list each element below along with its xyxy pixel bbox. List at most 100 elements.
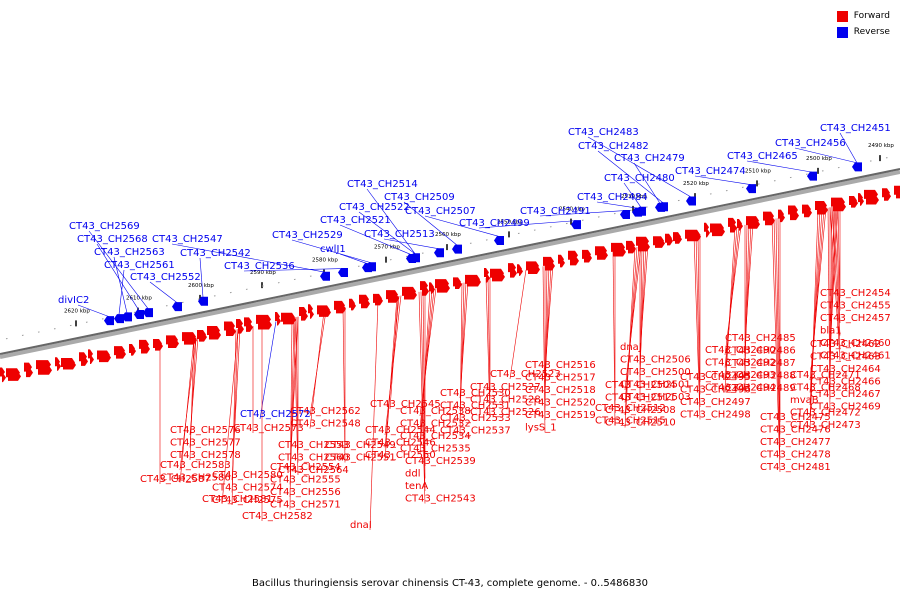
reverse-gene[interactable] <box>134 309 144 319</box>
gene-label[interactable]: CT43_CH2508 <box>605 405 676 416</box>
gene-label[interactable]: CT43_CH2578 <box>170 450 241 461</box>
forward-gene[interactable] <box>570 256 579 266</box>
gene-label[interactable]: CT43_CH2498 <box>680 410 751 421</box>
gene-label[interactable]: CT43_CH2564 <box>278 465 349 476</box>
reverse-gene[interactable] <box>143 308 153 318</box>
forward-gene[interactable] <box>484 268 489 278</box>
gene-label[interactable]: bla1 <box>820 326 842 337</box>
forward-gene[interactable] <box>361 299 370 309</box>
gene-label[interactable]: CT43_CH2460 <box>820 338 891 349</box>
gene-label[interactable]: CT43_CH2504 <box>605 380 676 391</box>
gene-label[interactable]: CT43_CH2475 <box>760 412 831 423</box>
gene-label[interactable]: CT43_CH2485 <box>725 333 796 344</box>
gene-label[interactable]: CT43_CH2457 <box>820 313 891 324</box>
forward-gene[interactable] <box>99 353 111 363</box>
gene-label[interactable]: CT43_CH2503 <box>620 392 691 403</box>
gene-label[interactable]: CT43_CH2461 <box>820 351 891 362</box>
gene-label[interactable]: CT43_CH2462 <box>810 339 881 350</box>
gene-label[interactable]: CT43_CH2518 <box>525 385 596 396</box>
forward-gene[interactable] <box>519 266 523 276</box>
forward-gene[interactable] <box>437 283 450 293</box>
forward-gene[interactable] <box>510 268 517 278</box>
gene-label[interactable]: CT43_CH2474 <box>675 166 746 177</box>
gene-label[interactable]: CT43_CH2580 <box>212 470 283 481</box>
gene-label[interactable]: CT43_CH2486 <box>725 346 796 357</box>
gene-label[interactable]: CT43_CH2551 <box>325 453 396 464</box>
gene-label[interactable]: CT43_CH2466 <box>810 377 881 388</box>
forward-gene[interactable] <box>131 346 136 356</box>
gene-label[interactable]: CT43_CH2582 <box>242 511 313 522</box>
gene-label[interactable]: CT43_CH2587 <box>140 474 211 485</box>
gene-label[interactable]: CT43_CH2493 <box>705 370 776 381</box>
gene-label[interactable]: CT43_CH2472 <box>790 408 861 419</box>
forward-gene[interactable] <box>884 191 891 201</box>
gene-label[interactable]: CT43_CH2538 <box>400 406 471 417</box>
forward-gene[interactable] <box>57 361 61 371</box>
gene-label[interactable]: CT43_CH2517 <box>525 373 596 384</box>
gene-label[interactable]: lysS_1 <box>525 423 557 434</box>
forward-gene[interactable] <box>319 307 331 317</box>
forward-gene[interactable] <box>765 216 775 226</box>
reverse-gene[interactable] <box>172 302 182 312</box>
reverse-gene[interactable] <box>366 262 376 272</box>
forward-gene[interactable] <box>55 357 60 367</box>
gene-label[interactable]: CT43_CH2581 <box>202 494 273 505</box>
forward-gene[interactable] <box>675 234 682 244</box>
forward-gene[interactable] <box>310 309 314 319</box>
forward-gene[interactable] <box>209 330 221 340</box>
forward-gene[interactable] <box>277 316 281 326</box>
gene-label[interactable]: CT43_CH2467 <box>810 389 881 400</box>
reverse-gene[interactable] <box>636 206 646 216</box>
forward-gene[interactable] <box>26 368 33 378</box>
gene-label[interactable]: CT43_CH2463 <box>810 352 881 363</box>
gene-label[interactable]: CT43_CH2513 <box>364 229 435 240</box>
gene-label[interactable]: CT43_CH2530 <box>440 388 511 399</box>
gene-label[interactable]: CT43_CH2523 <box>490 369 561 380</box>
forward-gene[interactable] <box>851 198 858 208</box>
forward-gene[interactable] <box>155 341 163 351</box>
gene-label[interactable]: CT43_CH2494 <box>705 383 776 394</box>
forward-gene[interactable] <box>422 286 429 296</box>
forward-gene[interactable] <box>613 247 626 257</box>
reverse-gene[interactable] <box>686 196 696 206</box>
gene-label[interactable]: CT43_CH2492 <box>705 358 776 369</box>
forward-gene[interactable] <box>226 327 236 337</box>
reverse-gene[interactable] <box>198 296 208 306</box>
gene-label[interactable]: CT43_CH2586 <box>160 473 231 484</box>
forward-gene[interactable] <box>528 264 540 274</box>
gene-label[interactable]: CT43_CH2531 <box>440 401 511 412</box>
gene-label[interactable]: CT43_CH2509 <box>384 192 455 203</box>
gene-label[interactable]: CT43_CH2488 <box>725 371 796 382</box>
reverse-gene[interactable] <box>746 184 756 194</box>
gene-label[interactable]: CT43_CH2510 <box>605 418 676 429</box>
forward-gene[interactable] <box>560 258 565 268</box>
gene-label[interactable]: CT43_CH2562 <box>290 406 361 417</box>
forward-gene[interactable] <box>283 315 296 325</box>
gene-label[interactable]: CT43_CH2478 <box>760 450 831 461</box>
forward-gene[interactable] <box>199 332 207 342</box>
forward-gene[interactable] <box>308 304 313 314</box>
reverse-gene[interactable] <box>410 253 420 263</box>
gene-label[interactable]: CT43_CH2526 <box>470 407 541 418</box>
forward-gene[interactable] <box>90 355 94 364</box>
forward-gene[interactable] <box>88 349 93 359</box>
forward-gene[interactable] <box>655 238 665 248</box>
forward-gene[interactable] <box>336 304 346 314</box>
forward-gene[interactable] <box>238 324 244 334</box>
gene-label[interactable]: CT43_CH2512 <box>595 403 666 414</box>
gene-label[interactable]: CT43_CH2491 <box>520 206 591 217</box>
gene-label[interactable]: CT43_CH2497 <box>680 397 751 408</box>
forward-gene[interactable] <box>168 338 179 348</box>
gene-label[interactable]: CT43_CH2554 <box>270 462 341 473</box>
gene-label[interactable]: mvaB <box>790 395 819 406</box>
gene-label[interactable]: CT43_CH2516 <box>525 360 596 371</box>
forward-gene[interactable] <box>896 189 900 199</box>
reverse-gene[interactable] <box>807 171 817 181</box>
forward-gene[interactable] <box>246 322 253 332</box>
forward-gene[interactable] <box>804 208 812 218</box>
gene-label[interactable]: CT43_CH2495 <box>680 372 751 383</box>
forward-gene[interactable] <box>712 227 725 237</box>
gene-label[interactable]: CT43_CH2483 <box>568 127 639 138</box>
gene-label[interactable]: CT43_CH2543 <box>405 494 476 505</box>
gene-label[interactable]: CT43_CH2571 <box>270 500 341 511</box>
